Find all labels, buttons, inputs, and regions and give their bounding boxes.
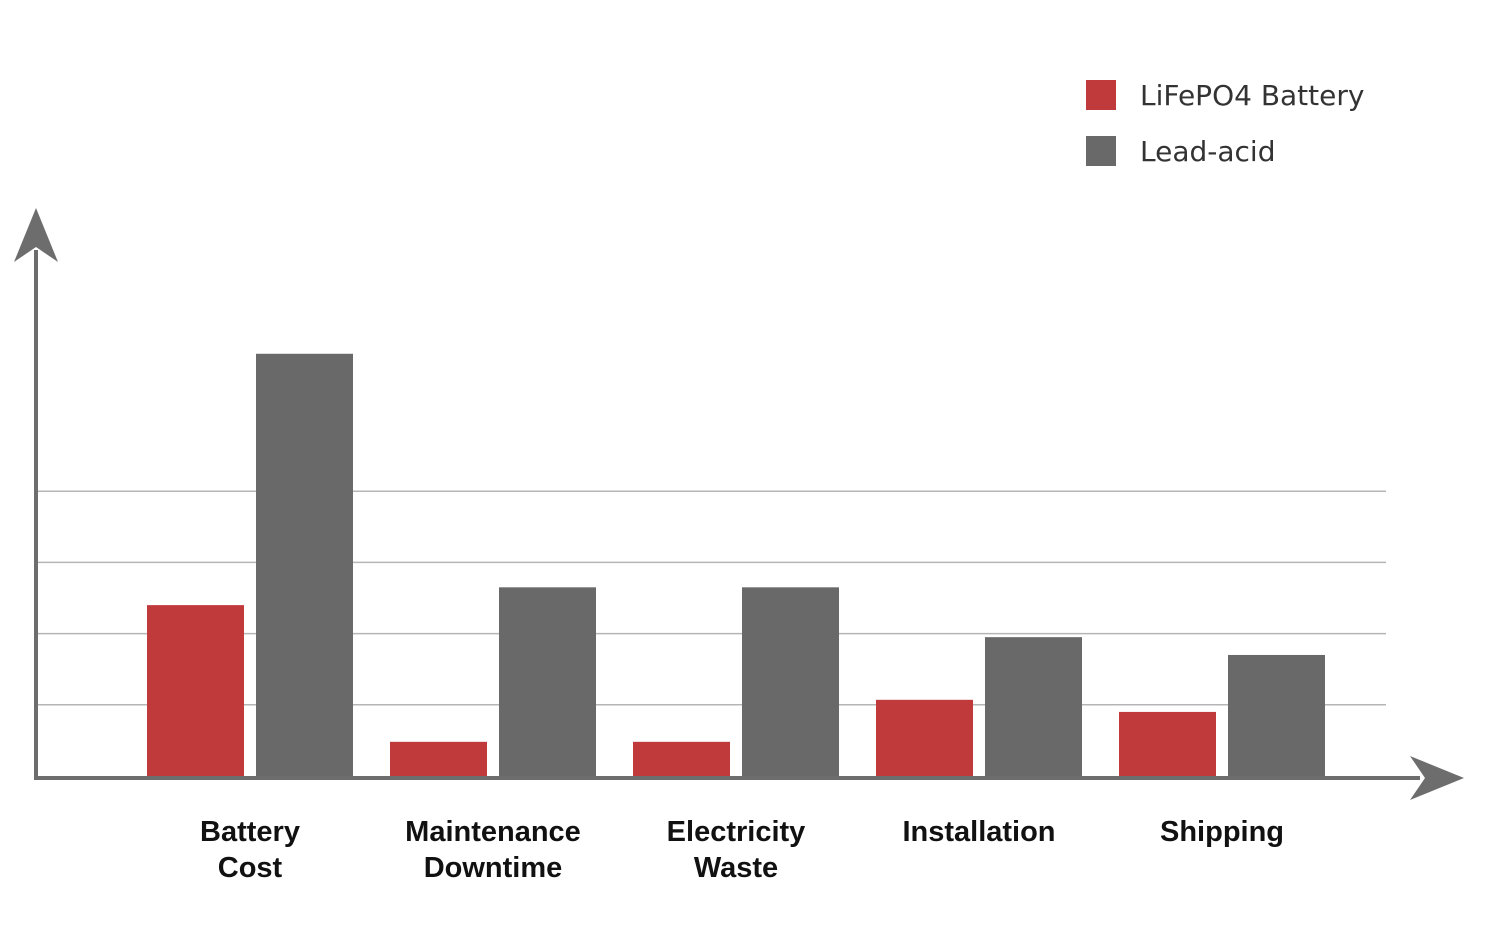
bar-lifepo4 bbox=[390, 741, 487, 776]
category-label-shipping: Shipping bbox=[1112, 814, 1332, 850]
bar-lifepo4 bbox=[147, 605, 244, 776]
category-label-maintenance-downtime: Maintenance Downtime bbox=[383, 814, 603, 886]
y-axis-arrow bbox=[14, 208, 58, 262]
category-label-line: Installation bbox=[902, 816, 1056, 848]
bar-lead-acid bbox=[499, 587, 596, 776]
legend-swatch-lead-acid bbox=[1086, 136, 1116, 166]
bar-lifepo4 bbox=[876, 699, 973, 776]
category-label-electricity-waste: Electricity Waste bbox=[626, 814, 846, 886]
category-label-line: Downtime bbox=[423, 852, 563, 884]
category-label-line: Battery bbox=[200, 816, 300, 848]
legend-swatch-lifepo4 bbox=[1086, 80, 1116, 110]
x-axis-arrow bbox=[1410, 756, 1464, 800]
legend-item-lead-acid: Lead-acid bbox=[1086, 134, 1364, 168]
bar-lifepo4 bbox=[633, 741, 730, 776]
bar-lead-acid bbox=[742, 587, 839, 776]
legend-label-lead-acid: Lead-acid bbox=[1140, 134, 1276, 168]
bar-lead-acid bbox=[985, 637, 1082, 776]
bars bbox=[147, 353, 1325, 776]
category-label-battery-cost: Battery Cost bbox=[140, 814, 360, 886]
bar-lead-acid bbox=[1228, 654, 1325, 776]
legend-label-lifepo4: LiFePO4 Battery bbox=[1140, 78, 1365, 112]
category-label-line: Maintenance bbox=[405, 816, 581, 848]
legend: LiFePO4 Battery Lead-acid bbox=[1086, 78, 1365, 192]
bar-lifepo4 bbox=[1119, 711, 1216, 776]
category-label-line: Electricity bbox=[666, 816, 806, 848]
category-label-line: Waste bbox=[693, 852, 779, 884]
category-label-line: Shipping bbox=[1159, 816, 1285, 848]
legend-item-lifepo4: LiFePO4 Battery bbox=[1086, 78, 1365, 112]
axes bbox=[14, 208, 1464, 800]
bar-lead-acid bbox=[256, 353, 353, 776]
category-label-line: Cost bbox=[217, 852, 283, 884]
category-label-installation: Installation bbox=[869, 814, 1089, 850]
